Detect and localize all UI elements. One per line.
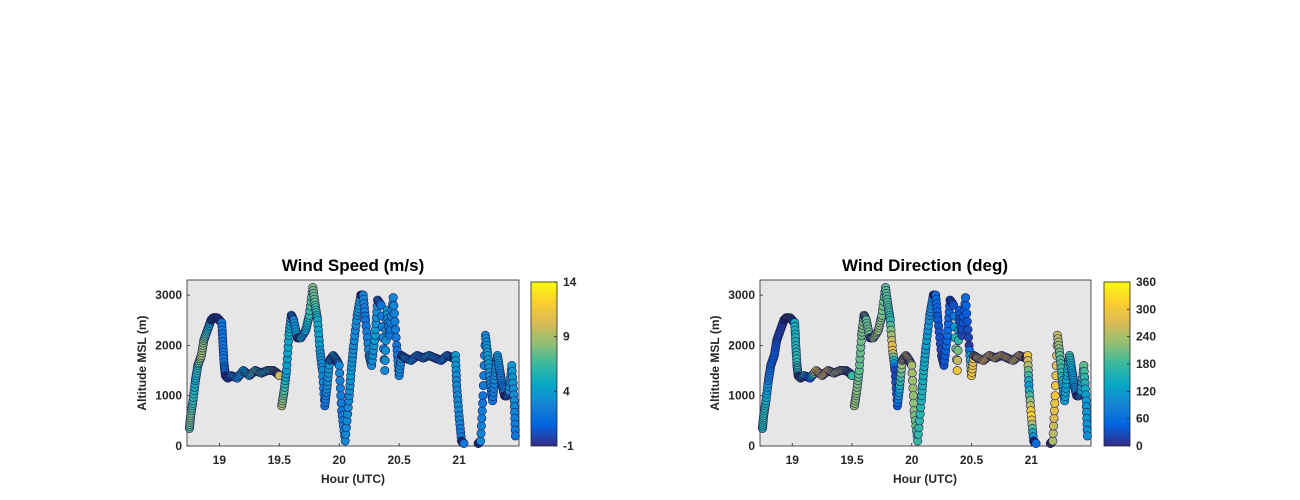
data-point bbox=[949, 300, 959, 310]
x-tick-label: 19.5 bbox=[268, 453, 292, 467]
x-tick-label: 20.5 bbox=[960, 453, 984, 467]
data-point bbox=[963, 332, 973, 342]
data-point bbox=[390, 316, 400, 326]
data-point bbox=[1050, 391, 1060, 401]
data-point bbox=[960, 293, 970, 303]
x-axis-label: Hour (UTC) bbox=[321, 472, 385, 486]
x-tick-label: 19 bbox=[786, 453, 800, 467]
y-tick-label: 3000 bbox=[728, 288, 755, 302]
data-point bbox=[476, 421, 486, 431]
colorbar-ticks: -1 4 9 14 bbox=[554, 275, 577, 453]
data-point bbox=[334, 360, 344, 370]
data-point bbox=[1031, 438, 1041, 448]
colorbar-tick-label: 360 bbox=[1136, 275, 1156, 289]
data-point bbox=[1048, 428, 1058, 438]
y-tick-label: 0 bbox=[175, 439, 182, 453]
data-point bbox=[961, 301, 971, 311]
scatter-marks bbox=[184, 282, 520, 448]
data-point bbox=[1049, 421, 1059, 431]
colorbar-tick-label: 9 bbox=[563, 330, 570, 344]
data-point bbox=[477, 413, 487, 423]
data-point bbox=[1049, 413, 1059, 423]
data-point bbox=[335, 368, 345, 378]
colorbar-tick-label: 300 bbox=[1136, 302, 1156, 316]
y-axis-label: Altitude MSL (m) bbox=[708, 315, 722, 410]
data-point bbox=[908, 376, 918, 386]
y-axis-ticks: 0 1000 2000 3000 bbox=[728, 288, 763, 453]
x-axis-label: Hour (UTC) bbox=[893, 472, 957, 486]
scatter-marks bbox=[757, 282, 1092, 448]
x-tick-label: 20 bbox=[333, 453, 347, 467]
data-point bbox=[478, 398, 488, 408]
data-point bbox=[476, 428, 486, 438]
data-point bbox=[476, 436, 486, 446]
colorbar-tick-label: -1 bbox=[563, 439, 574, 453]
x-axis-ticks: 19 19.5 20 20.5 21 bbox=[786, 443, 1039, 467]
data-point bbox=[477, 406, 487, 416]
data-point bbox=[510, 431, 520, 441]
x-tick-label: 20 bbox=[905, 453, 919, 467]
colorbar bbox=[530, 281, 558, 447]
x-tick-label: 20.5 bbox=[387, 453, 411, 467]
data-point bbox=[391, 332, 401, 342]
data-point bbox=[1049, 406, 1059, 416]
data-point bbox=[336, 391, 346, 401]
y-tick-label: 0 bbox=[748, 439, 755, 453]
colorbar bbox=[1103, 281, 1131, 447]
x-tick-label: 21 bbox=[452, 453, 466, 467]
colorbar-tick-label: 240 bbox=[1136, 330, 1156, 344]
data-point bbox=[908, 391, 918, 401]
data-point bbox=[962, 316, 972, 326]
colorbar-tick-label: 60 bbox=[1136, 412, 1150, 426]
data-point bbox=[380, 355, 390, 365]
data-point bbox=[953, 345, 963, 355]
data-point bbox=[1082, 431, 1092, 441]
data-point bbox=[381, 345, 391, 355]
colorbar-tick-label: 180 bbox=[1136, 357, 1156, 371]
data-point bbox=[953, 355, 963, 365]
data-point bbox=[963, 324, 973, 334]
x-tick-label: 19.5 bbox=[840, 453, 864, 467]
data-point bbox=[907, 360, 917, 370]
data-point bbox=[908, 383, 918, 393]
data-point bbox=[962, 308, 972, 318]
data-point bbox=[389, 308, 399, 318]
panel-title: Wind Direction (deg) bbox=[842, 256, 1008, 275]
y-tick-label: 3000 bbox=[155, 288, 182, 302]
colorbar-tick-label: 14 bbox=[563, 275, 577, 289]
data-point bbox=[390, 324, 400, 334]
data-point bbox=[459, 438, 469, 448]
data-point bbox=[952, 365, 962, 375]
x-axis-ticks: 19 19.5 20 20.5 21 bbox=[213, 443, 466, 467]
y-tick-label: 1000 bbox=[155, 389, 182, 403]
y-axis-ticks: 0 1000 2000 3000 bbox=[155, 288, 190, 453]
colorbar-tick-label: 0 bbox=[1136, 439, 1143, 453]
wind-speed-panel: Wind Speed (m/s) 19 19.5 20 20.5 21 0 1000 200… bbox=[135, 256, 577, 486]
data-point bbox=[376, 300, 386, 310]
data-point bbox=[380, 365, 390, 375]
wind-direction-panel: Wind Direction (deg) 19 19.5 20 20.5 21 0 100… bbox=[708, 256, 1156, 486]
x-tick-label: 19 bbox=[213, 453, 227, 467]
data-point bbox=[335, 383, 345, 393]
data-point bbox=[1050, 398, 1060, 408]
colorbar-ticks: 0 60 120 180 240 300 360 bbox=[1127, 275, 1156, 453]
data-point bbox=[1048, 436, 1058, 446]
data-point bbox=[907, 368, 917, 378]
y-tick-label: 2000 bbox=[155, 338, 182, 352]
data-point bbox=[478, 391, 488, 401]
data-point bbox=[388, 293, 398, 303]
y-tick-label: 1000 bbox=[728, 389, 755, 403]
colorbar-tick-label: 4 bbox=[563, 384, 570, 398]
panel-title: Wind Speed (m/s) bbox=[282, 256, 424, 275]
data-point bbox=[389, 301, 399, 311]
y-axis-label: Altitude MSL (m) bbox=[135, 315, 149, 410]
colorbar-tick-label: 120 bbox=[1136, 384, 1156, 398]
data-point bbox=[335, 376, 345, 386]
x-tick-label: 21 bbox=[1025, 453, 1039, 467]
y-tick-label: 2000 bbox=[728, 338, 755, 352]
